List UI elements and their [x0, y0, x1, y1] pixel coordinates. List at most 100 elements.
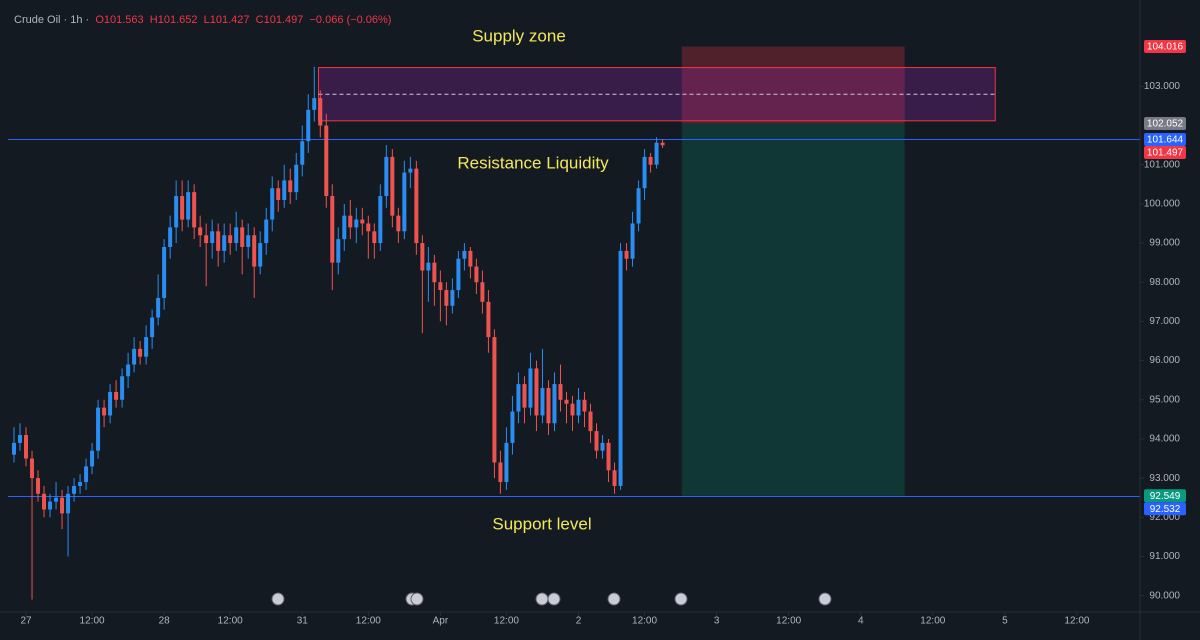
candle-body [294, 164, 299, 193]
y-tick-label: 91.000 [1149, 551, 1180, 562]
candle-body [60, 497, 65, 514]
candle-body [576, 399, 581, 416]
candle-body [252, 235, 257, 267]
candle-body [522, 384, 527, 408]
candle-body [372, 231, 377, 244]
price-label: 102.052 [1147, 119, 1184, 130]
candle-body [156, 297, 161, 318]
annotation: Supply zone [472, 26, 566, 45]
candle-body [558, 384, 563, 400]
candle-body [444, 290, 449, 306]
candle-body [132, 348, 137, 365]
candle-body [510, 411, 515, 443]
candle-body [318, 98, 323, 126]
candle-body [390, 156, 395, 216]
candle-body [102, 407, 107, 416]
candle-body [336, 239, 341, 263]
x-tick-label: 4 [858, 616, 864, 627]
candle-body [366, 223, 371, 232]
candle-body [330, 196, 335, 263]
y-tick-label: 90.000 [1149, 590, 1180, 601]
candle-body [288, 180, 293, 193]
x-tick-label: 12:00 [218, 616, 243, 627]
candle-body [342, 215, 347, 240]
y-tick-label: 98.000 [1149, 277, 1180, 288]
annotation: Support level [492, 514, 591, 533]
candle-body [600, 442, 605, 451]
candle-body [450, 290, 455, 306]
price-label-box [1144, 40, 1186, 54]
candle-body [570, 403, 575, 416]
x-tick-label: 12:00 [80, 616, 105, 627]
candle-body [546, 388, 551, 424]
candle-body [126, 364, 131, 377]
event-icon[interactable] [607, 592, 621, 606]
candle-body [534, 368, 539, 416]
candle-body [210, 231, 215, 244]
candle-body [234, 227, 239, 244]
event-icons [271, 592, 832, 606]
candle-body [150, 317, 155, 338]
event-icon[interactable] [271, 592, 285, 606]
candle-body [618, 250, 623, 486]
x-tick-label: 3 [714, 616, 720, 627]
candle-body [138, 348, 143, 357]
candle-body [648, 156, 653, 165]
candle-body [66, 493, 71, 514]
event-icon[interactable] [818, 592, 832, 606]
candle-body [438, 282, 443, 291]
price-label-box [1144, 132, 1186, 146]
candle-body [384, 156, 389, 197]
candle-body [264, 219, 269, 244]
event-icon[interactable] [674, 592, 688, 606]
candle-body [216, 231, 221, 251]
candle-body [642, 156, 647, 189]
candle-body [432, 262, 437, 283]
candle-body [168, 227, 173, 247]
candle-body [192, 192, 197, 228]
candle-body [162, 246, 167, 298]
x-tick-label: 12:00 [494, 616, 519, 627]
candle-body [630, 223, 635, 259]
y-tick-label: 97.000 [1149, 316, 1180, 327]
candle-body [114, 391, 119, 400]
candle-body [474, 266, 479, 283]
x-tick-label: 12:00 [1064, 616, 1089, 627]
candle-body [564, 399, 569, 404]
candle-body [144, 337, 149, 357]
candle-body [120, 376, 125, 400]
candle-body [36, 478, 41, 494]
y-tick-label: 100.000 [1144, 199, 1181, 210]
x-tick-label: 31 [297, 616, 309, 627]
event-icon[interactable] [535, 592, 549, 606]
y-tick-label: 99.000 [1149, 238, 1180, 249]
candle-body [540, 388, 545, 416]
change: −0.066 (−0.06%) [309, 14, 392, 26]
candle-body [90, 450, 95, 467]
x-tick-label: Apr [433, 616, 449, 627]
price-label-box [1144, 489, 1186, 503]
event-icon[interactable] [410, 592, 424, 606]
candle-body [402, 172, 407, 232]
candle-body [378, 196, 383, 244]
y-tick-label: 94.000 [1149, 434, 1180, 445]
ohlc-open: O101.563 [95, 14, 144, 26]
annotation: Resistance Liquidity [457, 153, 609, 172]
candle-body [396, 215, 401, 232]
event-icon[interactable] [547, 592, 561, 606]
candle-body [48, 501, 53, 510]
price-label: 92.532 [1150, 504, 1181, 515]
candle-body [240, 227, 245, 247]
candle-body [594, 431, 599, 451]
candle-body [276, 188, 281, 200]
y-tick-label: 101.000 [1144, 159, 1181, 170]
candle-body [468, 250, 473, 267]
candle-body [498, 462, 503, 483]
candle-body [456, 258, 461, 291]
candle-body [84, 466, 89, 483]
candle-body [30, 458, 35, 479]
y-tick-label: 95.000 [1149, 394, 1180, 405]
candle-body [282, 180, 287, 200]
candle-body [42, 493, 47, 510]
